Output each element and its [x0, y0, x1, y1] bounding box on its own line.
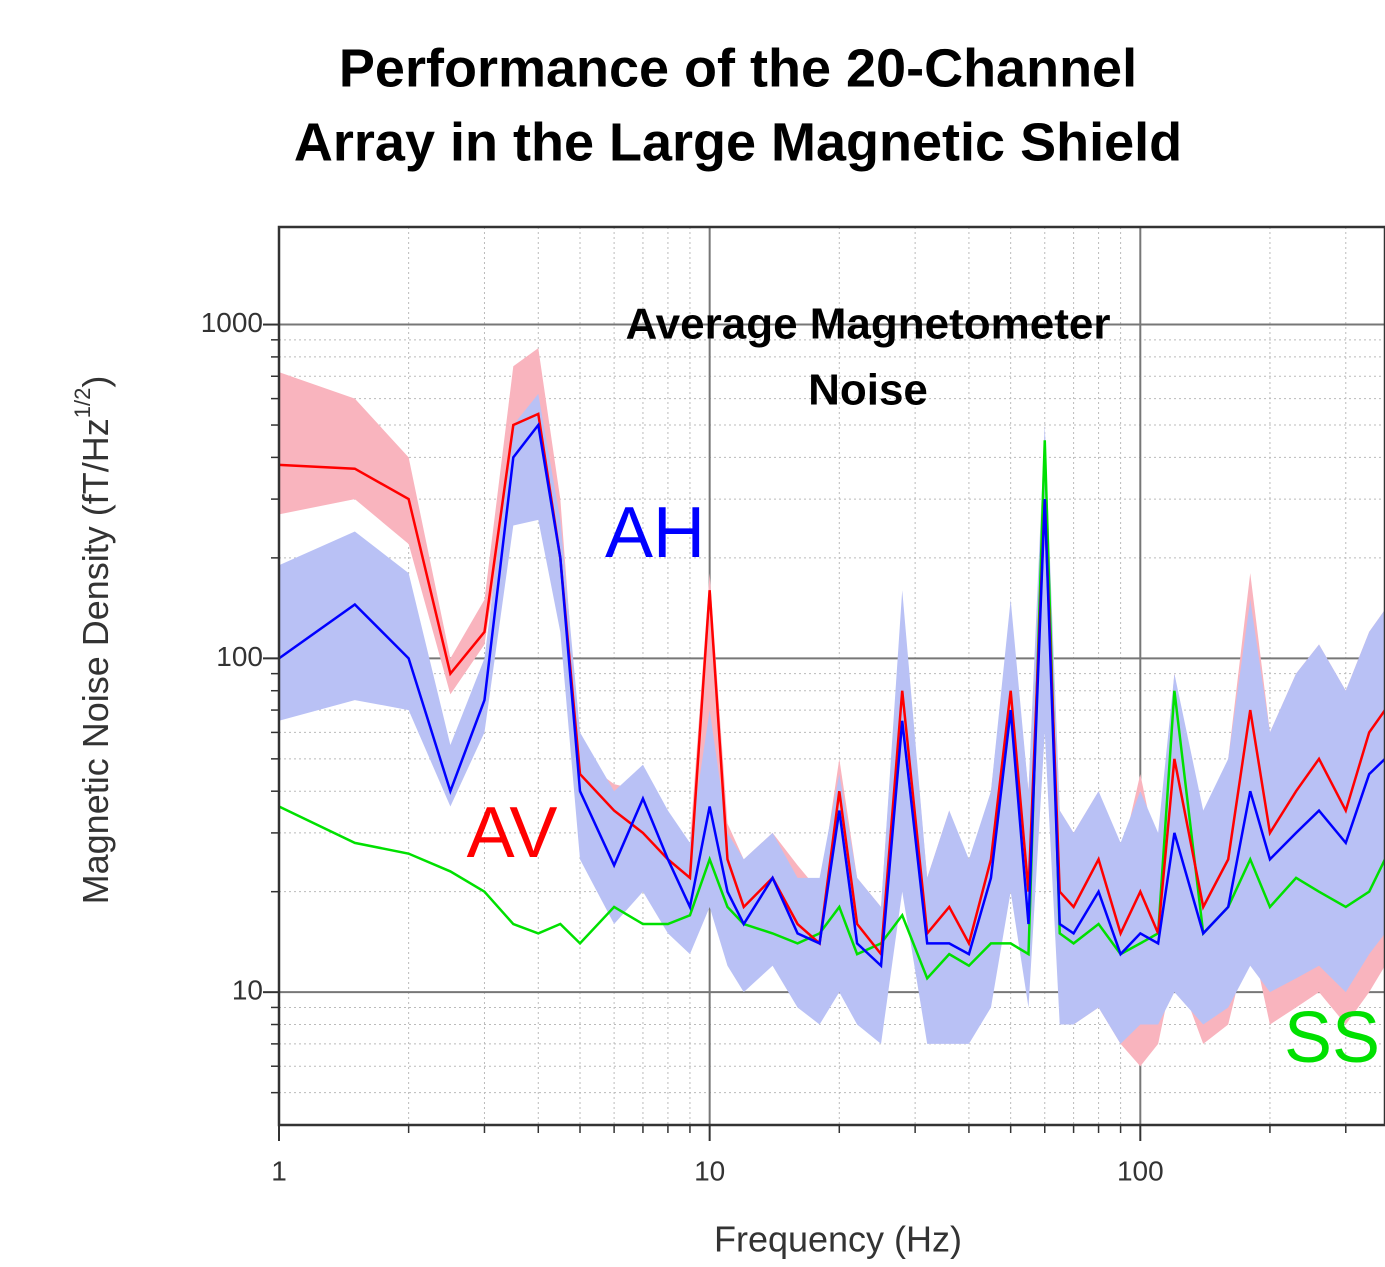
- series-line: [279, 422, 1385, 969]
- annotation: Average Magnetometer: [626, 300, 1111, 349]
- y-axis-label-main: Magnetic Noise Density (fT/Hz: [75, 418, 116, 904]
- chart-title: Array in the Large Magnetic Shield: [294, 112, 1182, 172]
- x-tick-label: 100: [1117, 1155, 1164, 1186]
- band: [279, 393, 1385, 1044]
- x-tick-label: 10: [694, 1155, 725, 1186]
- y-tick-label: 10: [232, 975, 263, 1006]
- annotation: Noise: [808, 366, 928, 415]
- series-label: AV: [467, 793, 558, 873]
- plot-frame: [277, 225, 1385, 1127]
- y-axis-label: Magnetic Noise Density (fT/Hz1/2): [70, 376, 116, 905]
- x-tick-label: 1: [271, 1155, 287, 1186]
- series-label: AH: [605, 493, 705, 573]
- series-layer: [279, 348, 1385, 1067]
- series-label: SS: [1284, 998, 1380, 1078]
- x-axis-label: Frequency (Hz): [714, 1219, 962, 1260]
- y-tick-label: 100: [216, 641, 263, 672]
- y-axis-label-sup: 1/2: [70, 388, 95, 419]
- chart-title: Performance of the 20-Channel: [339, 38, 1137, 98]
- y-tick-label: 1000: [201, 307, 263, 338]
- y-axis-label-end: ): [75, 376, 116, 388]
